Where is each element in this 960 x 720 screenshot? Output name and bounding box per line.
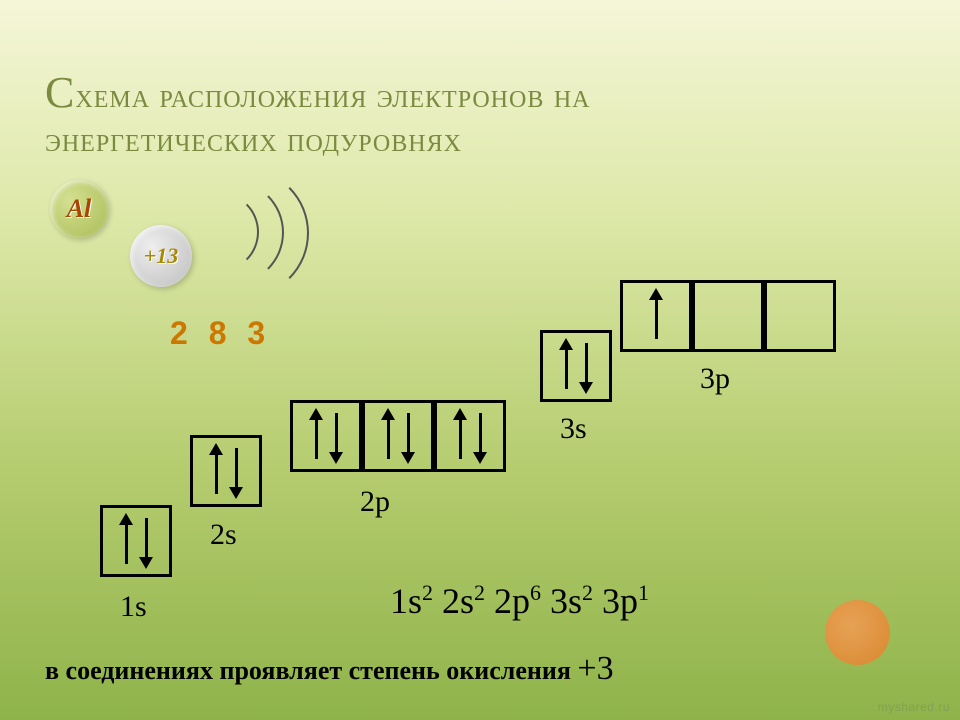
orbital-box-3p-3 xyxy=(764,280,836,352)
orbital-box-3p-1 xyxy=(620,280,692,352)
config-term: 3p1 xyxy=(602,581,649,621)
title-cap: С xyxy=(45,68,75,117)
config-term: 3s2 xyxy=(550,581,593,621)
title-line1: хема расположения электронов на xyxy=(75,78,590,115)
orbital-label-2s: 2s xyxy=(210,518,237,552)
footer-text: в соединениях проявляет степень окислени… xyxy=(45,656,577,685)
orbital-box-2p-3 xyxy=(434,400,506,472)
orbital-label-1s: 1s xyxy=(120,590,147,624)
shell-arc xyxy=(179,168,309,298)
electron-configuration: 1s2 2s2 2p6 3s2 3p1 xyxy=(390,580,649,622)
orbital-label-2p: 2p xyxy=(360,485,390,519)
page-title: Схема расположения электронов на энергет… xyxy=(45,65,915,163)
config-term: 2s2 xyxy=(442,581,485,621)
element-symbol: Al xyxy=(67,194,92,224)
shell-electron-counts: 2 8 3 xyxy=(170,315,271,352)
config-term: 1s2 xyxy=(390,581,433,621)
element-symbol-circle: Al xyxy=(50,180,108,238)
orbital-box-2p-2 xyxy=(362,400,434,472)
orbital-box-2s xyxy=(190,435,262,507)
orbital-box-1s xyxy=(100,505,172,577)
orbital-box-3p-2 xyxy=(692,280,764,352)
watermark: myshared.ru xyxy=(878,700,950,714)
orbital-box-3s xyxy=(540,330,612,402)
element-charge: +13 xyxy=(144,243,179,269)
orbital-box-2p-1 xyxy=(290,400,362,472)
title-line2: энергетических подуровнях xyxy=(45,122,462,159)
orbital-label-3s: 3s xyxy=(560,412,587,446)
oxidation-state-text: в соединениях проявляет степень окислени… xyxy=(45,650,614,688)
decorative-circle xyxy=(825,600,890,665)
orbital-label-3p: 3p xyxy=(700,362,730,396)
config-term: 2p6 xyxy=(494,581,541,621)
oxidation-value: +3 xyxy=(577,650,613,687)
